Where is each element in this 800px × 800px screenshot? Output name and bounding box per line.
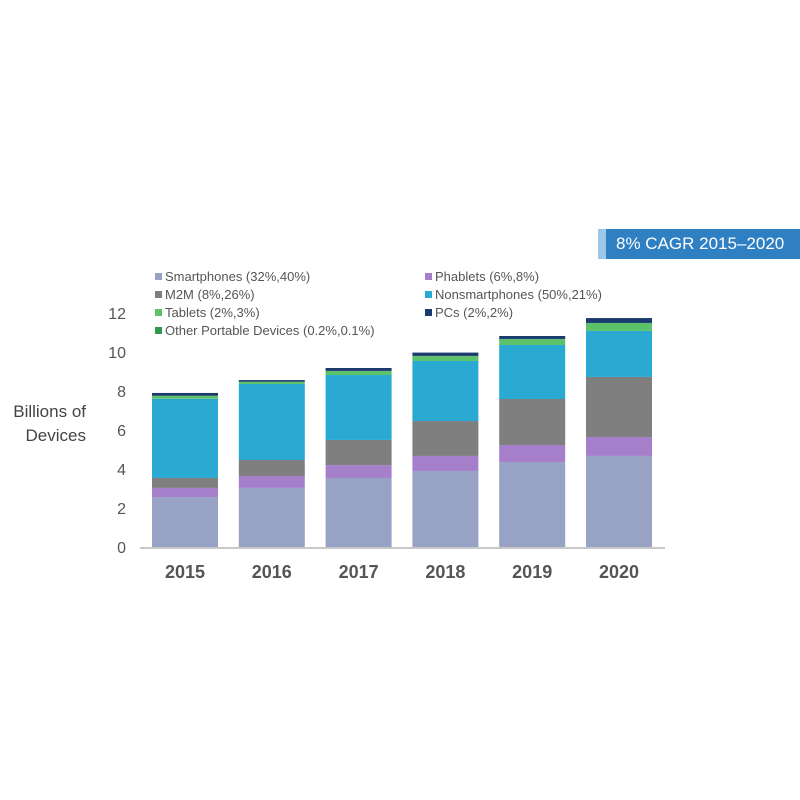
bar-segment-smartphones (152, 497, 218, 547)
y-tick-label: 4 (117, 462, 126, 479)
cagr-badge: 8% CAGR 2015–2020 (598, 229, 800, 259)
x-tick-label: 2020 (599, 562, 639, 582)
y-tick-label: 12 (108, 306, 126, 323)
legend-label: Other Portable Devices (0.2%,0.1%) (165, 323, 375, 338)
bar-segment-m2m (586, 376, 652, 438)
bar-segment-m2m (238, 460, 305, 477)
bar-segment-nonsmartphones (325, 375, 392, 440)
bar-segment-pcs (152, 392, 218, 396)
bar-segment-m2m (412, 421, 479, 456)
x-tick-label: 2017 (339, 562, 379, 582)
legend-item: Other Portable Devices (0.2%,0.1%) (155, 323, 375, 338)
bar-segment-smartphones (412, 470, 479, 547)
bar-segment-tablets (499, 339, 566, 345)
bar-segment-pcs (499, 336, 566, 339)
bar-segment-nonsmartphones (499, 344, 566, 399)
legend-swatch (425, 273, 432, 280)
bar-segment-m2m (499, 398, 566, 446)
legend-label: M2M (8%,26%) (165, 287, 255, 302)
legend-label: Phablets (6%,8%) (435, 269, 540, 284)
y-tick-label: 6 (117, 423, 126, 440)
bar-segment-nonsmartphones (152, 398, 218, 478)
bar-segment-phablets (152, 487, 218, 498)
bar-segment-phablets (412, 455, 479, 471)
legend-label: Nonsmartphones (50%,21%) (435, 287, 602, 302)
bar-segment-phablets (238, 476, 305, 488)
bar-segment-nonsmartphones (412, 360, 479, 422)
bar-segment-smartphones (325, 477, 392, 547)
bar-segment-nonsmartphones (238, 383, 305, 461)
bar-segment-smartphones (586, 455, 652, 547)
legend-swatch (425, 291, 432, 298)
legend-swatch (425, 309, 432, 316)
x-tick-label: 2019 (512, 562, 552, 582)
legend-item: PCs (2%,2%) (425, 305, 513, 320)
y-tick-label: 2 (117, 501, 126, 518)
legend-item: M2M (8%,26%) (155, 287, 255, 302)
legend-item: Smartphones (32%,40%) (155, 269, 310, 284)
bar-segment-tablets (152, 396, 218, 399)
bar-segment-m2m (325, 439, 392, 466)
bar-segment-pcs (325, 367, 392, 371)
badge-stripe (598, 229, 606, 259)
bar-segment-phablets (325, 465, 392, 478)
bar-segment-smartphones (499, 461, 566, 547)
legend-swatch (155, 327, 162, 334)
y-tick-label: 0 (117, 540, 126, 557)
bar-segment-tablets (238, 382, 305, 384)
bar-segment-phablets (586, 437, 652, 456)
legend-label: Tablets (2%,3%) (165, 305, 260, 320)
y-axis-label: Billions of Devices (0, 400, 86, 448)
legend-swatch (155, 309, 162, 316)
bar-segment-nonsmartphones (586, 330, 652, 377)
x-tick-label: 2015 (165, 562, 205, 582)
y-axis-label-line1: Billions of (13, 402, 86, 421)
legend-swatch (155, 291, 162, 298)
bar-segment-tablets (586, 323, 652, 331)
bar-segment-m2m (152, 477, 218, 488)
legend-item: Tablets (2%,3%) (155, 305, 260, 320)
legend-item: Nonsmartphones (50%,21%) (425, 287, 602, 302)
y-axis-label-line2: Devices (25, 426, 86, 445)
legend-label: Smartphones (32%,40%) (165, 269, 311, 284)
bar-segment-phablets (499, 445, 566, 462)
bar-segment-tablets (325, 371, 392, 376)
bar-segment-tablets (412, 356, 479, 361)
bar-segment-pcs (412, 352, 479, 356)
bar-segment-smartphones (238, 487, 305, 547)
y-tick-label: 10 (108, 345, 126, 362)
legend-swatch (155, 273, 162, 280)
y-tick-label: 8 (117, 384, 126, 401)
x-tick-label: 2018 (425, 562, 465, 582)
badge-text: 8% CAGR 2015–2020 (616, 234, 785, 253)
bar-segment-pcs (586, 318, 652, 323)
x-tick-label: 2016 (252, 562, 292, 582)
legend-label: PCs (2%,2%) (435, 305, 514, 320)
bar-segment-pcs (238, 380, 305, 382)
legend-item: Phablets (6%,8%) (425, 269, 539, 284)
